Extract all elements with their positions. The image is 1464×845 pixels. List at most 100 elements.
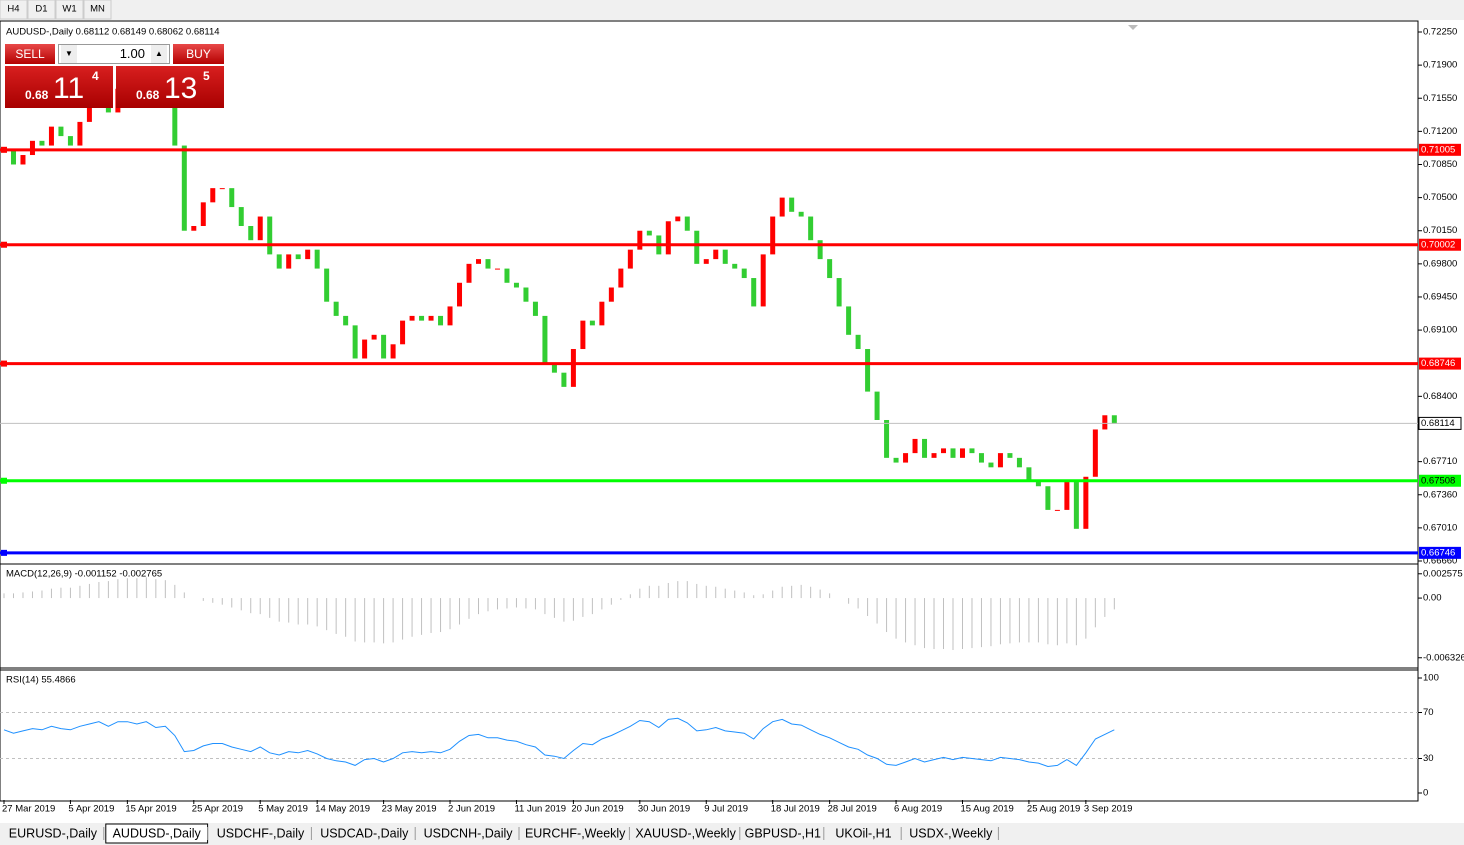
candle <box>86 107 92 122</box>
buy-button[interactable]: BUY <box>173 44 224 64</box>
candle <box>305 249 311 260</box>
y-tick-label: 0.002575 <box>1423 568 1463 579</box>
ask-quote[interactable]: 0.68 13 5 <box>116 66 224 108</box>
candle <box>343 315 349 326</box>
symbol-tab[interactable] <box>825 824 902 843</box>
candle <box>884 419 890 458</box>
candle <box>827 259 833 279</box>
timeframe-button[interactable] <box>27 0 56 20</box>
candle <box>286 254 292 269</box>
symbol-tab[interactable] <box>741 824 824 843</box>
symbol-tab[interactable] <box>209 824 312 843</box>
candle <box>675 216 681 222</box>
candle <box>362 339 368 359</box>
candle <box>172 102 178 146</box>
bid-quote[interactable]: 0.68 11 4 <box>5 66 113 108</box>
timeframe-button[interactable] <box>55 0 84 20</box>
timeframe-button[interactable] <box>83 0 112 20</box>
symbol-tab-label: UKOil-,H1 <box>835 826 891 840</box>
candle <box>903 453 909 463</box>
symbol-tab-label: USDX-,Weekly <box>909 826 993 840</box>
volume: 1.00 <box>119 46 145 61</box>
candle <box>770 216 776 255</box>
candle <box>1092 429 1098 477</box>
bid-big: 0.68 <box>25 88 49 102</box>
candle <box>694 230 700 264</box>
candle <box>390 344 396 359</box>
candle <box>77 121 83 146</box>
candle <box>39 140 45 146</box>
candle <box>1054 509 1060 511</box>
y-tick-label: 0.67360 <box>1423 489 1457 500</box>
level-label-bg <box>1419 474 1461 487</box>
sell-button[interactable]: SELL <box>5 44 55 64</box>
chart-title: AUDUSD-,Daily 0.68112 0.68149 0.68062 0.… <box>6 27 220 38</box>
candle <box>741 268 747 279</box>
candle <box>637 230 643 250</box>
candle <box>29 140 35 156</box>
y-tick-label: -0.006326 <box>1423 652 1464 663</box>
candle <box>1026 467 1032 482</box>
candle <box>476 259 481 264</box>
candle <box>67 136 73 146</box>
symbol-tab-label: EURCHF-,Weekly <box>525 826 626 840</box>
candle <box>931 453 937 458</box>
x-tick-label: 30 Jun 2019 <box>638 804 690 815</box>
x-tick-label: 9 Jul 2019 <box>704 804 748 815</box>
level-handle <box>1 360 7 367</box>
x-tick-label: 25 Aug 2019 <box>1027 804 1080 815</box>
symbol-tab[interactable] <box>417 824 519 843</box>
chart-frame <box>0 20 1419 802</box>
candle <box>1111 415 1117 424</box>
candle <box>371 334 377 340</box>
y-tick-label: 100 <box>1423 673 1439 684</box>
x-tick-label: 6 Aug 2019 <box>894 804 942 815</box>
candle <box>874 391 880 420</box>
candle <box>836 278 842 307</box>
symbol-tab[interactable] <box>631 824 740 843</box>
level-handle <box>1 477 7 484</box>
candle <box>447 306 453 326</box>
candle <box>428 315 434 321</box>
symbol-tab-label: AUDUSD-,Daily <box>113 826 202 840</box>
symbol-tab[interactable] <box>521 824 630 843</box>
x-tick-label: 25 Apr 2019 <box>192 804 243 815</box>
symbol-tab-label: USDCHF-,Daily <box>217 826 305 840</box>
toolbar <box>0 0 1464 20</box>
candle <box>1035 481 1041 487</box>
candle <box>238 207 244 226</box>
level-handle <box>1 549 7 556</box>
candle <box>941 448 947 454</box>
y-tick-label: 0.67010 <box>1423 522 1457 533</box>
y-tick-label: 0.67710 <box>1423 456 1457 467</box>
y-tick-label: 0.70500 <box>1423 192 1457 203</box>
candle <box>589 320 595 326</box>
candle <box>846 306 852 335</box>
candle <box>912 438 918 454</box>
symbol-tab[interactable] <box>313 824 416 843</box>
level-label: 0.70002 <box>1421 239 1455 250</box>
symbol-tab[interactable] <box>2 824 104 843</box>
symbol-tab-label: USDCNH-,Daily <box>424 826 514 840</box>
candle <box>1083 476 1089 529</box>
timeframe-label: H4 <box>7 4 19 15</box>
volume-input[interactable]: ▼ 1.00 ▲ <box>58 44 170 64</box>
symbol-tab[interactable] <box>903 824 999 843</box>
current-price-bg <box>1418 416 1462 430</box>
rsi-title: RSI(14) 55.4866 <box>6 675 76 686</box>
ask-big: 0.68 <box>136 88 160 102</box>
candle <box>324 268 330 302</box>
x-tick-label: 15 Aug 2019 <box>960 804 1013 815</box>
candle <box>200 202 206 226</box>
timeframe-button[interactable] <box>0 0 28 20</box>
y-tick-label: 30 <box>1423 753 1434 764</box>
candle <box>58 126 64 137</box>
timeframe-label: W1 <box>62 4 76 15</box>
candle <box>988 462 994 468</box>
ask-point: 5 <box>203 69 210 83</box>
candle <box>789 197 795 212</box>
candle <box>1064 481 1070 510</box>
candle <box>959 448 965 458</box>
candle <box>494 268 500 270</box>
y-tick-label: 0.71200 <box>1423 126 1457 137</box>
